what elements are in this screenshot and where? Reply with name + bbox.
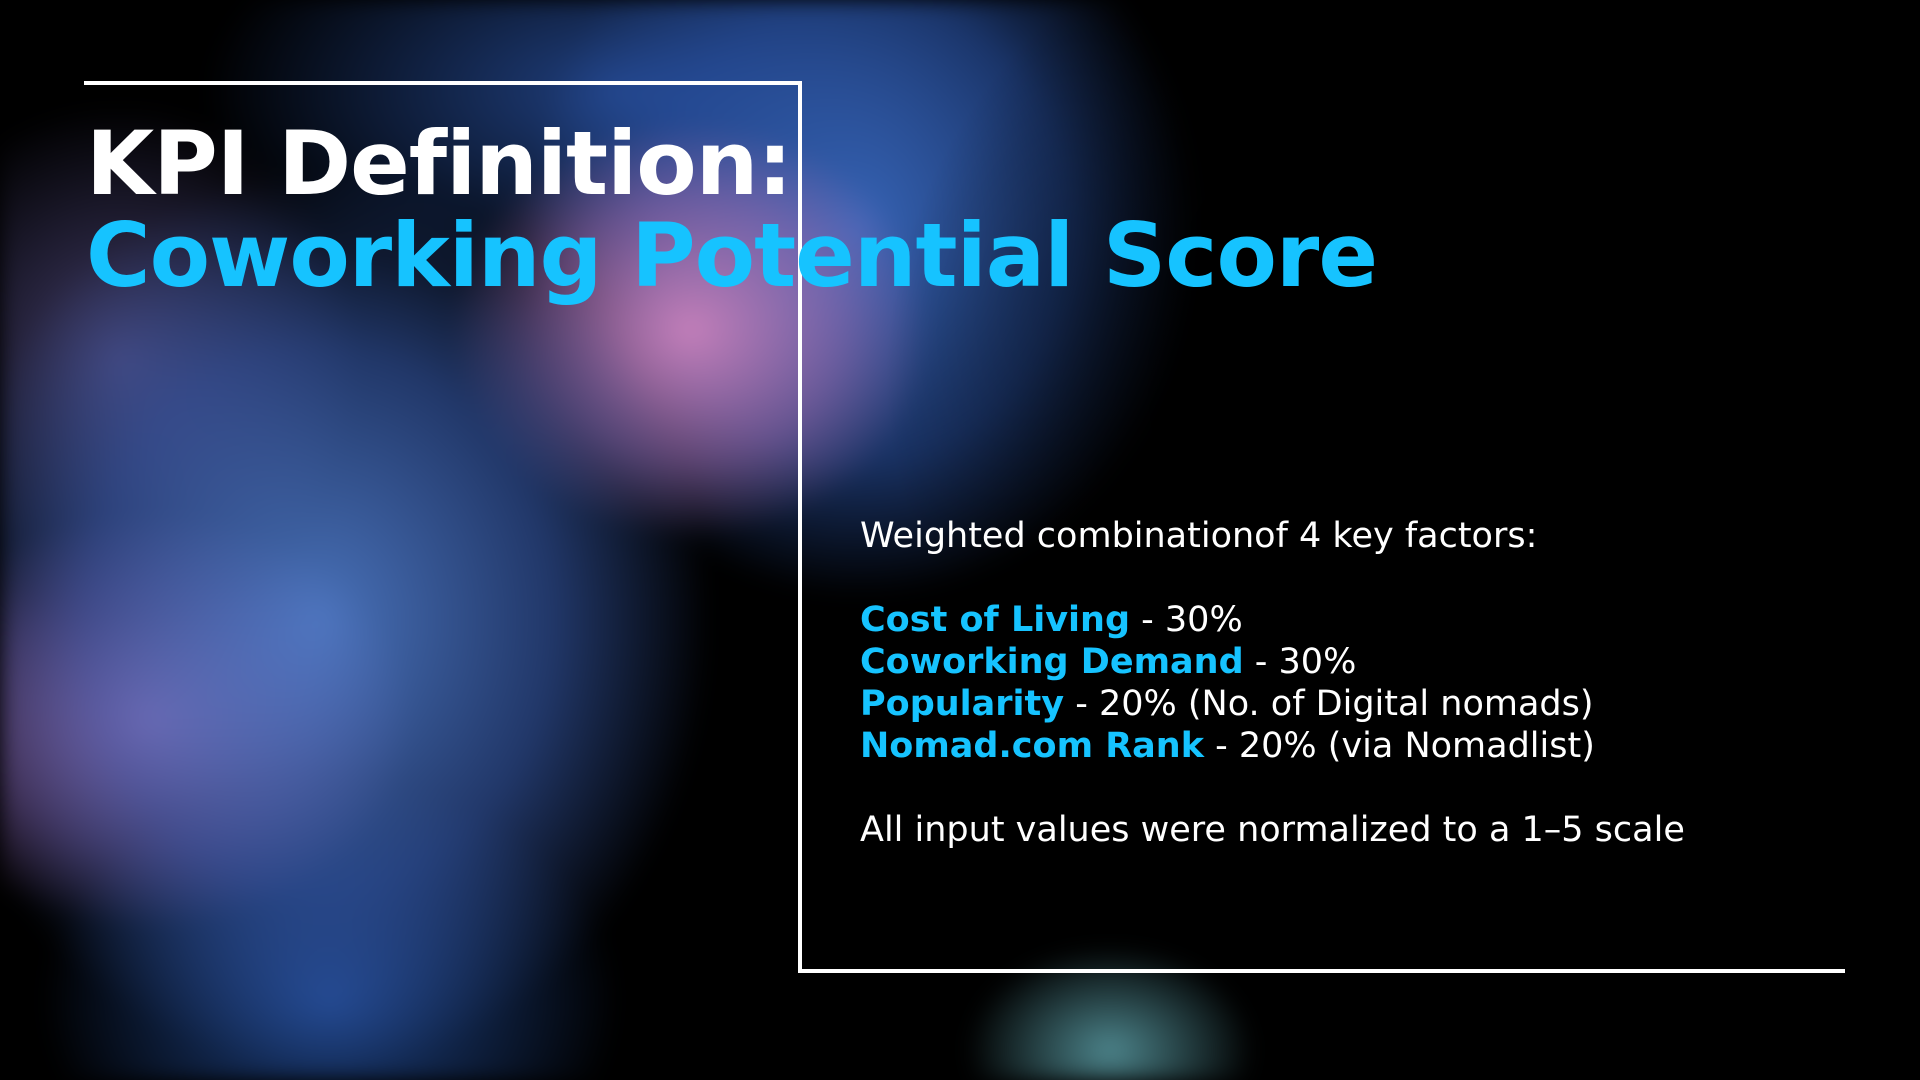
kpi-description: Weighted combinationof 4 key factors: Co…: [860, 515, 1820, 851]
factor-item: Coworking Demand - 30%: [860, 641, 1820, 683]
frame-bottom-line: [798, 969, 1845, 973]
frame-vertical-line: [798, 81, 802, 973]
title-kpi-name: Coworking Potential Score: [86, 204, 1378, 307]
normalization-note: All input values were normalized to a 1–…: [860, 810, 1685, 850]
factor-weight: - 30%: [1243, 642, 1357, 682]
factor-item: Nomad.com Rank - 20% (via Nomadlist): [860, 725, 1820, 767]
factor-weight: - 20% (No. of Digital nomads): [1064, 684, 1594, 724]
intro-text: Weighted combinationof 4 key factors:: [860, 516, 1538, 556]
factor-name: Nomad.com Rank: [860, 726, 1204, 766]
frame-top-line: [84, 81, 800, 85]
factor-name: Coworking Demand: [860, 642, 1244, 682]
slide-title: KPI Definition: Coworking Potential Scor…: [86, 112, 1378, 307]
factor-item: Popularity - 20% (No. of Digital nomads): [860, 683, 1820, 725]
factor-weight: - 30%: [1130, 600, 1243, 640]
factor-name: Cost of Living: [860, 600, 1131, 640]
factor-weight: - 20% (via Nomadlist): [1203, 726, 1595, 766]
factor-name: Popularity: [860, 684, 1065, 724]
factor-item: Cost of Living - 30%: [860, 599, 1820, 641]
title-prefix: KPI Definition:: [86, 112, 793, 215]
